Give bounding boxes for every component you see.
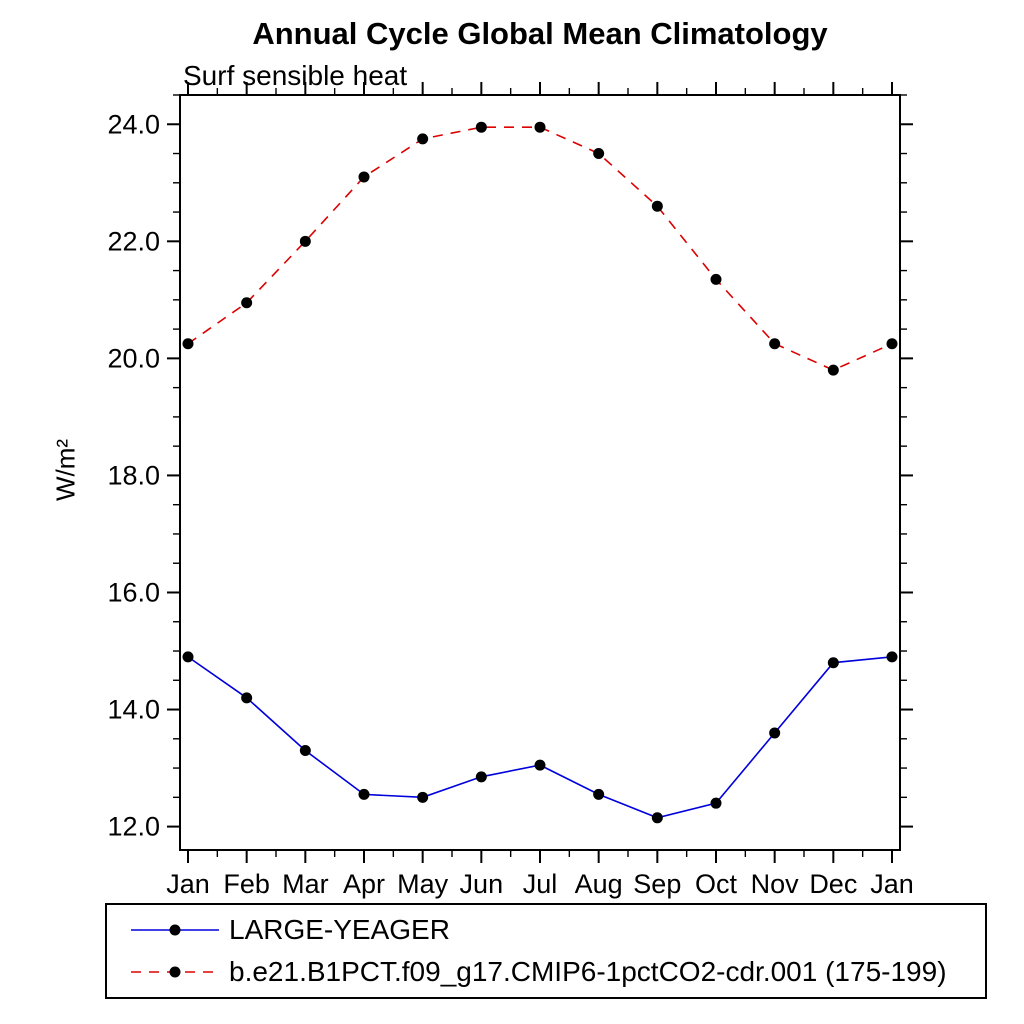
svg-text:Apr: Apr xyxy=(343,869,385,899)
legend-line-sample-large-yeager xyxy=(131,924,219,936)
svg-text:12.0: 12.0 xyxy=(107,812,160,842)
svg-text:Oct: Oct xyxy=(695,869,738,899)
chart-subtitle: Surf sensible heat xyxy=(183,60,408,91)
svg-text:Nov: Nov xyxy=(751,869,800,899)
svg-text:Jan: Jan xyxy=(166,869,210,899)
svg-text:22.0: 22.0 xyxy=(107,226,160,256)
svg-text:14.0: 14.0 xyxy=(107,695,160,725)
legend: LARGE-YEAGER b.e21.B1PCT.f09_g17.CMIP6-1… xyxy=(105,903,987,999)
legend-label-cmip6-run: b.e21.B1PCT.f09_g17.CMIP6-1pctCO2-cdr.00… xyxy=(229,955,947,987)
legend-line-sample-cmip6-run xyxy=(131,966,219,978)
svg-text:18.0: 18.0 xyxy=(107,460,160,490)
legend-item-large-yeager: LARGE-YEAGER xyxy=(129,914,985,946)
svg-text:16.0: 16.0 xyxy=(107,577,160,607)
svg-text:24.0: 24.0 xyxy=(107,109,160,139)
svg-text:20.0: 20.0 xyxy=(107,343,160,373)
svg-text:Mar: Mar xyxy=(282,869,329,899)
chart-title: Annual Cycle Global Mean Climatology xyxy=(252,16,828,51)
svg-text:Jun: Jun xyxy=(460,869,504,899)
legend-item-cmip6-run: b.e21.B1PCT.f09_g17.CMIP6-1pctCO2-cdr.00… xyxy=(129,956,985,988)
svg-text:Jan: Jan xyxy=(870,869,914,899)
svg-text:Feb: Feb xyxy=(223,869,270,899)
svg-text:May: May xyxy=(397,869,449,899)
svg-text:Sep: Sep xyxy=(633,869,681,899)
svg-text:Jul: Jul xyxy=(523,869,558,899)
legend-label-large-yeager: LARGE-YEAGER xyxy=(229,914,450,946)
svg-text:Dec: Dec xyxy=(809,869,857,899)
svg-text:Aug: Aug xyxy=(575,869,623,899)
